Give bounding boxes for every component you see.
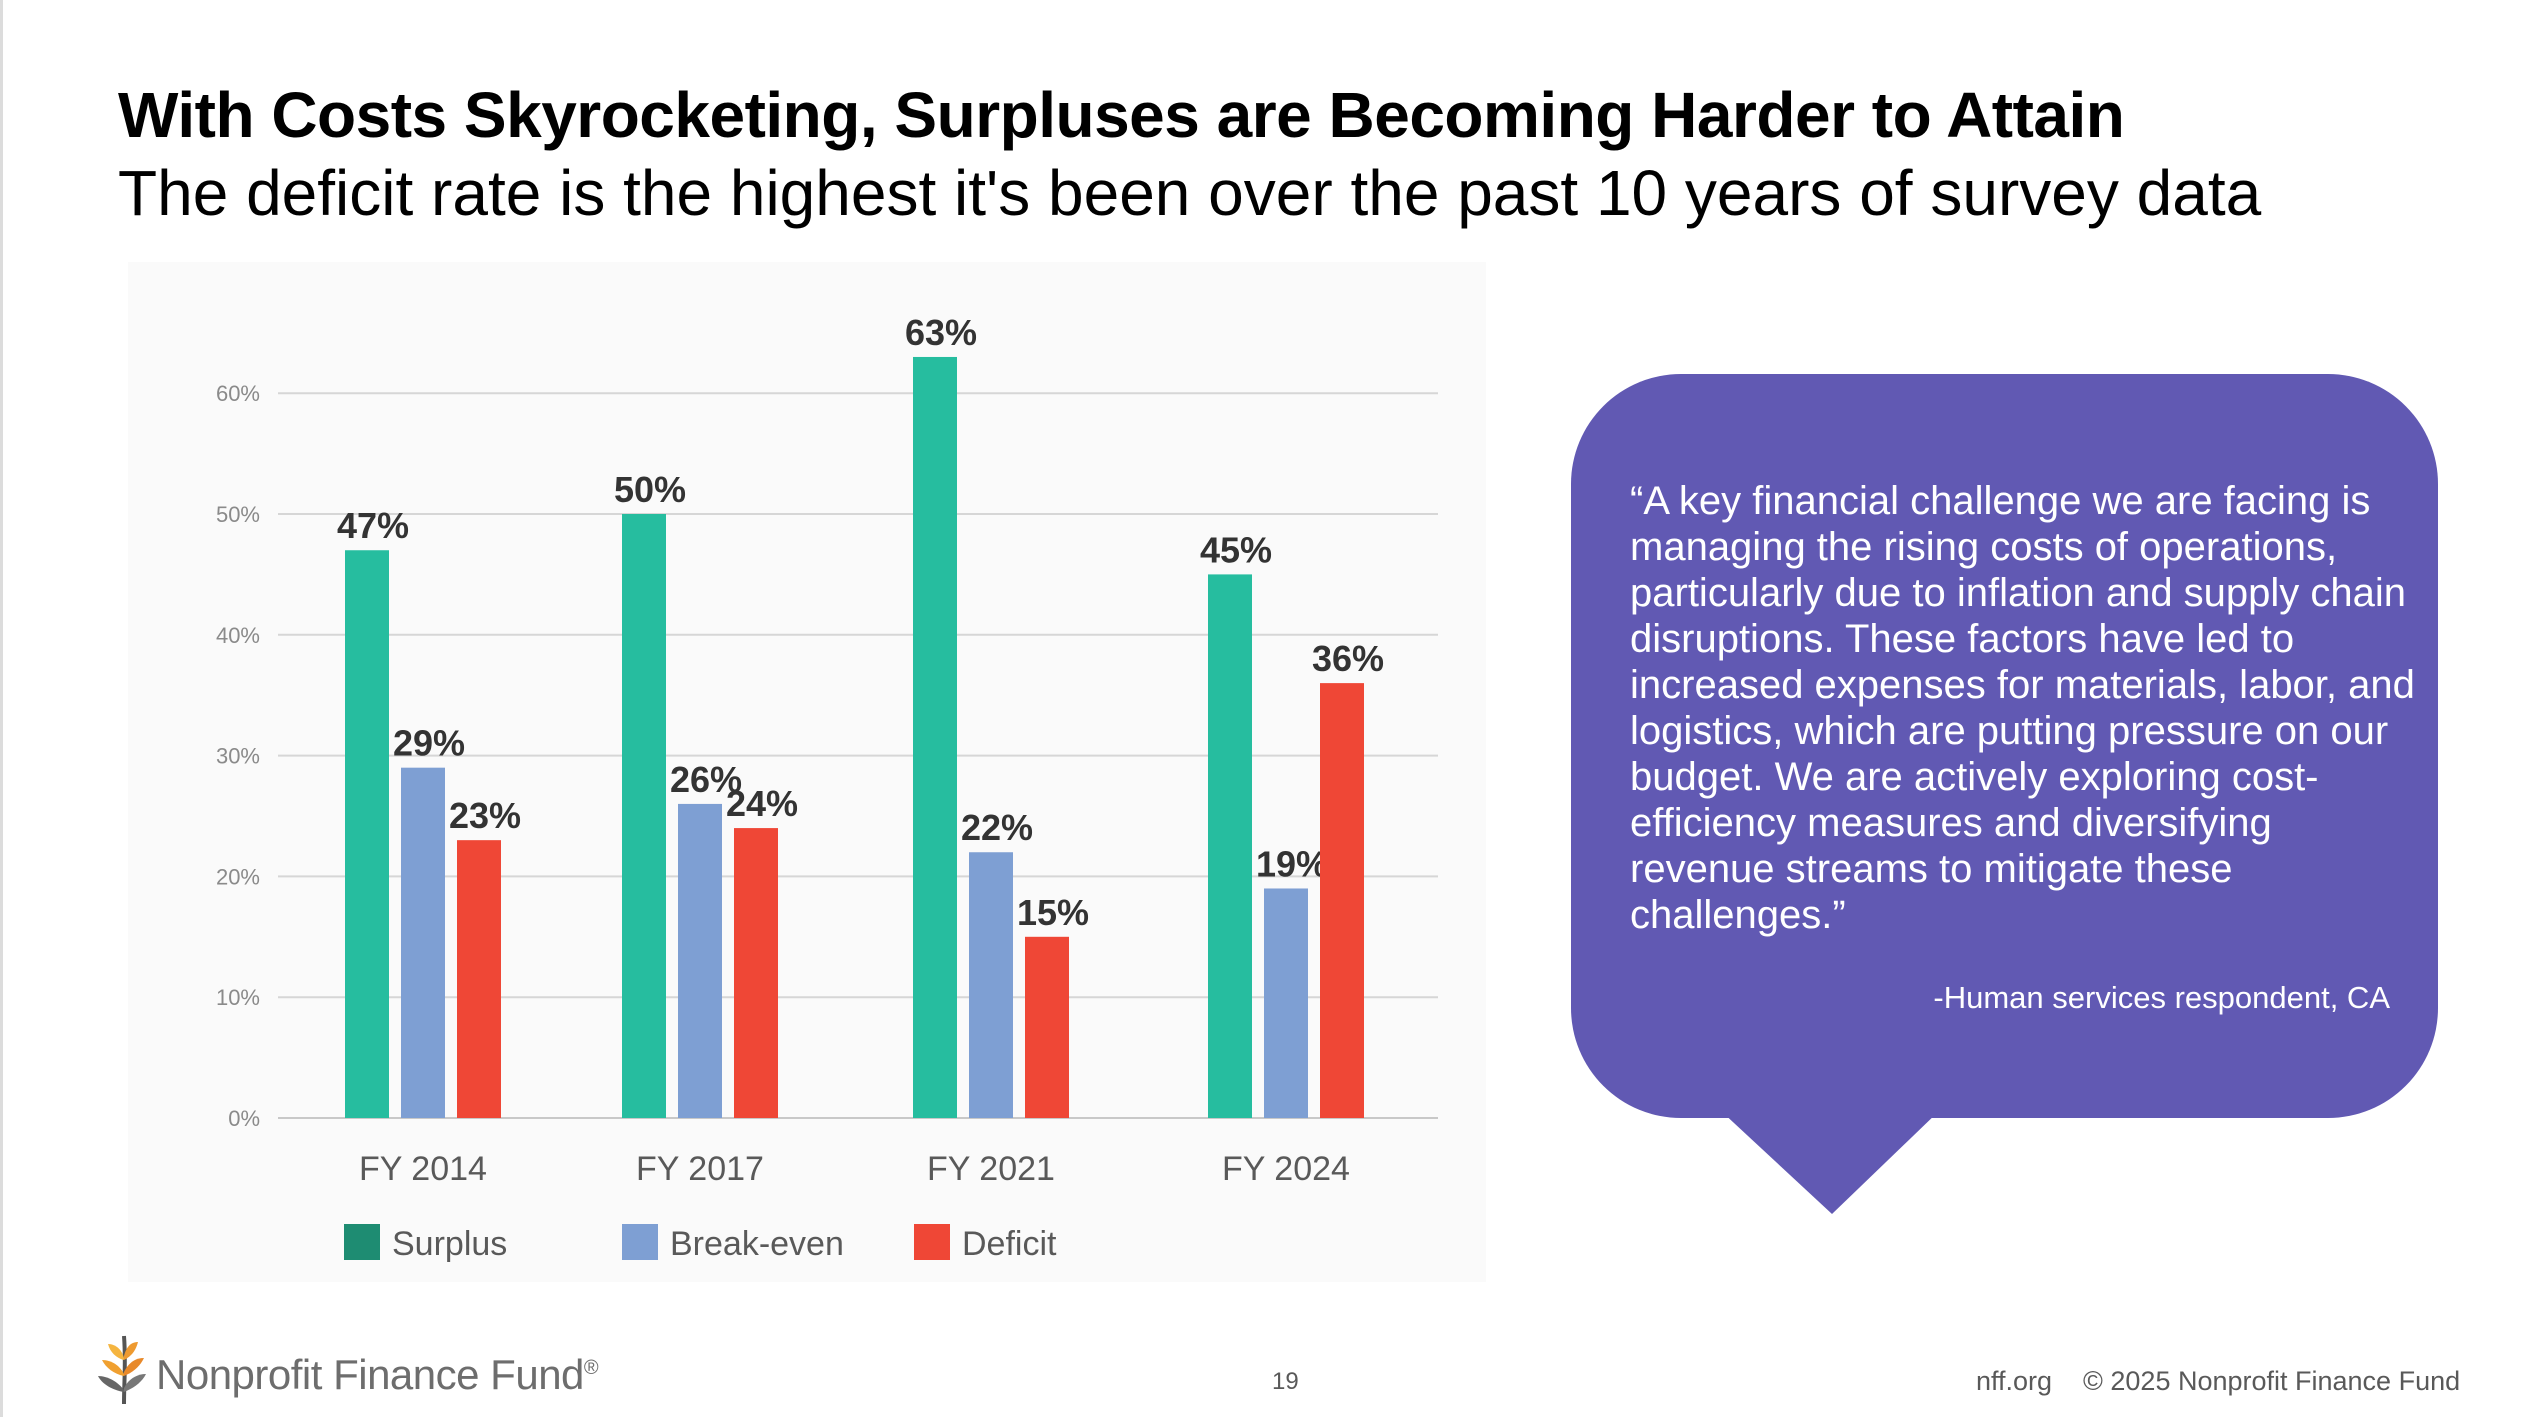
legend-label: Break-even [670,1225,844,1263]
data-label: 50% [614,469,686,510]
data-label: 36% [1312,638,1384,679]
data-label: 26% [670,759,742,800]
quote-attribution: -Human services respondent, CA [1933,980,2390,1015]
data-label: 63% [905,312,977,353]
bar-break-even [969,852,1013,1118]
chart-panel: 0% 10% 20% 30% 40% 50% 60% 47% 29% 23% FY 2014 50% 2… [128,262,1486,1282]
logo-text: Nonprofit Finance Fund® [156,1351,599,1398]
legend-swatch-surplus [344,1224,380,1260]
bar-surplus [345,550,389,1118]
y-tick-label: 40% [216,623,260,648]
bar-surplus [913,356,957,1119]
y-tick-label: 0% [228,1106,260,1131]
quote-bubble-tail [1720,1110,1940,1214]
bar-surplus [1208,574,1252,1118]
bar-deficit [1320,683,1364,1118]
x-category-label: FY 2014 [359,1150,487,1188]
quote-bubble [1571,374,2438,1118]
legend-label: Surplus [392,1225,507,1263]
data-label: 19% [1256,843,1328,884]
data-label: 24% [726,783,798,824]
y-tick-label: 60% [216,381,260,406]
y-tick-label: 30% [216,744,260,769]
data-label: 47% [337,505,409,546]
bar-break-even [1264,888,1308,1118]
legend-label: Deficit [962,1225,1057,1263]
page-number: 19 [1272,1368,1299,1395]
bar-break-even [678,803,722,1118]
slide-subtitle: The deficit rate is the highest it's bee… [118,157,2262,229]
slide-title: With Costs Skyrocketing, Surpluses are B… [118,79,2125,151]
bar-deficit [734,828,778,1118]
data-label: 45% [1200,529,1272,570]
y-tick-label: 50% [216,502,260,527]
bar-deficit [457,840,501,1118]
data-label: 15% [1017,892,1089,933]
x-category-label: FY 2021 [927,1150,1055,1188]
bar-surplus [622,514,666,1118]
data-label: 29% [393,723,465,764]
x-category-label: FY 2024 [1222,1150,1350,1188]
bar-deficit [1025,936,1069,1118]
legend-swatch-deficit [914,1224,950,1260]
data-label: 22% [961,807,1033,848]
data-label: 23% [449,795,521,836]
legend-swatch-break-even [622,1224,658,1260]
copyright: © 2025 Nonprofit Finance Fund [2083,1366,2461,1396]
bar-chart: 0% 10% 20% 30% 40% 50% 60% 47% 29% 23% FY 2014 50% 2… [216,312,1438,1263]
slide-left-border [0,0,3,1417]
bar-break-even [401,767,445,1118]
y-tick-label: 10% [216,985,260,1010]
wheat-stalk-icon [98,1335,146,1405]
site-link[interactable]: nff.org [1976,1366,2053,1396]
x-category-label: FY 2017 [636,1150,764,1188]
y-tick-label: 20% [216,864,260,889]
quote-text: “A key financial challenge we are facing… [1630,479,2415,937]
